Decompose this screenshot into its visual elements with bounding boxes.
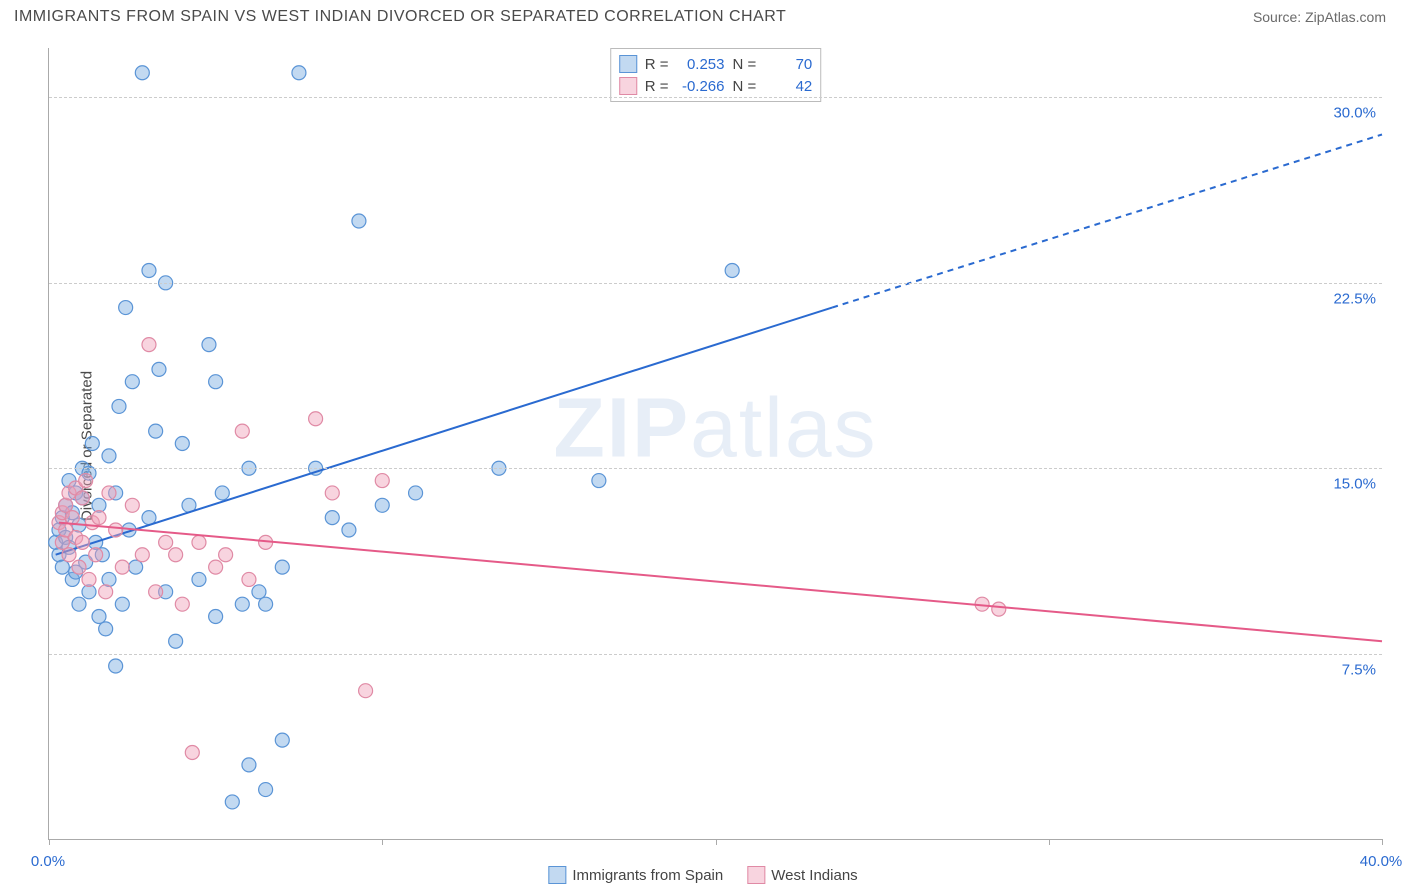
series-legend: Immigrants from Spain West Indians xyxy=(548,866,857,884)
stats-n-label-0: N = xyxy=(733,56,757,73)
legend-item-1: West Indians xyxy=(747,866,857,884)
stats-swatch-1 xyxy=(619,77,637,95)
title-bar: IMMIGRANTS FROM SPAIN VS WEST INDIAN DIV… xyxy=(0,0,1406,30)
legend-label-0: Immigrants from Spain xyxy=(572,867,723,884)
stats-row-0: R = 0.253 N = 70 xyxy=(619,53,813,75)
stats-r-val-1: -0.266 xyxy=(677,78,725,95)
legend-swatch-0 xyxy=(548,866,566,884)
stats-legend: R = 0.253 N = 70 R = -0.266 N = 42 xyxy=(610,48,822,102)
source-label: Source: ZipAtlas.com xyxy=(1253,9,1386,25)
plot-svg xyxy=(49,48,1382,839)
stats-n-label-1: N = xyxy=(733,78,757,95)
legend-item-0: Immigrants from Spain xyxy=(548,866,723,884)
legend-swatch-1 xyxy=(747,866,765,884)
stats-r-label-1: R = xyxy=(645,78,669,95)
chart-title: IMMIGRANTS FROM SPAIN VS WEST INDIAN DIV… xyxy=(14,8,786,26)
stats-row-1: R = -0.266 N = 42 xyxy=(619,75,813,97)
chart-plot-area: ZIPatlas R = 0.253 N = 70 R = -0.266 N =… xyxy=(48,48,1382,840)
legend-label-1: West Indians xyxy=(771,867,857,884)
stats-r-label-0: R = xyxy=(645,56,669,73)
stats-n-val-0: 70 xyxy=(764,56,812,73)
stats-swatch-0 xyxy=(619,55,637,73)
stats-r-val-0: 0.253 xyxy=(677,56,725,73)
stats-n-val-1: 42 xyxy=(764,78,812,95)
